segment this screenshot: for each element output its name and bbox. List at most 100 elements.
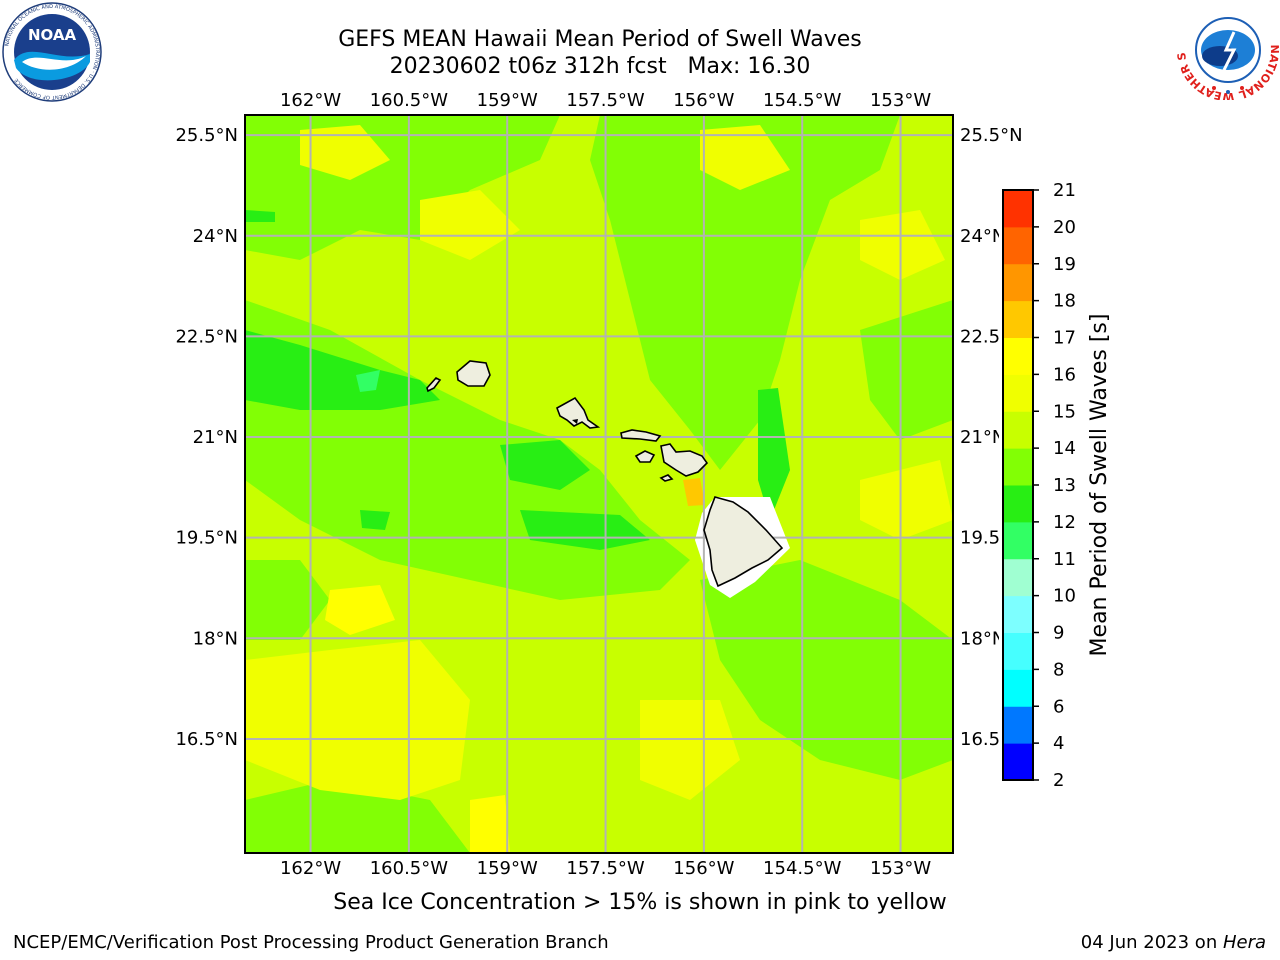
- colorbar-tick-label: 6: [1053, 696, 1064, 717]
- lon-tick-label-top: 154.5°W: [763, 90, 842, 111]
- lon-tick-label-top: 159°W: [477, 90, 538, 111]
- period-contour-13: [356, 370, 380, 392]
- map-title: GEFS MEAN Hawaii Mean Period of Swell Wa…: [338, 27, 862, 52]
- map-area: [245, 115, 953, 853]
- nws-logo: NATIONAL WEATHER SERVICE: [1176, 0, 1280, 100]
- colorbar-swatch: [1003, 411, 1033, 449]
- colorbar-swatch: [1003, 743, 1033, 781]
- lon-tick-label-bottom: 154.5°W: [763, 858, 842, 879]
- island-oahu: [556, 396, 601, 429]
- lat-tick-label-right: 24°N: [960, 226, 1005, 247]
- lat-tick-label-left: 16.5°N: [175, 729, 238, 750]
- period-contour-4: [860, 300, 953, 440]
- lon-tick-label-top: 162°W: [280, 90, 341, 111]
- lat-tick-label-right: 21°N: [960, 427, 1005, 448]
- colorbar-tick-label: 10: [1053, 586, 1076, 607]
- lat-tick-label-left: 22.5°N: [175, 326, 238, 347]
- period-contour-10: [520, 510, 650, 550]
- period-contour-18: [860, 210, 945, 280]
- lon-tick-label-bottom: 156°W: [673, 858, 734, 879]
- colorbar-swatch: [1003, 706, 1033, 744]
- colorbar-tick-label: 14: [1053, 438, 1076, 459]
- colorbar-tick-label: 21: [1053, 180, 1076, 201]
- noaa-logo: NATIONAL OCEANIC AND ATMOSPHERIC ADMINIS…: [2, 2, 102, 102]
- colorbar-tick-label: 4: [1053, 733, 1064, 754]
- period-contour-8: [245, 330, 440, 410]
- island-marker: [572, 419, 578, 424]
- colorbar-swatch: [1003, 374, 1033, 412]
- sea-ice-caption: Sea Ice Concentration > 15% is shown in …: [333, 890, 947, 915]
- period-contour-22: [325, 585, 395, 635]
- footer-host: Hera: [1222, 932, 1266, 953]
- lon-tick-label-top: 156°W: [673, 90, 734, 111]
- lon-tick-label-top: 157.5°W: [566, 90, 645, 111]
- period-contour-20: [245, 640, 470, 800]
- island-kauai: [456, 360, 491, 387]
- lat-tick-label-right: 25.5°N: [960, 125, 1023, 146]
- period-contour-11: [758, 388, 790, 520]
- colorbar-swatch: [1003, 485, 1033, 523]
- colorbar-swatch: [1003, 448, 1033, 486]
- colorbar-swatch: [1003, 226, 1033, 265]
- colorbar: 2 4 6 8 9 10 11 12 13 14 15 16 17 18 19 20 21 Mean Period…: [999, 180, 1112, 791]
- period-contour-21: [640, 700, 740, 800]
- colorbar-swatch: [1003, 337, 1033, 375]
- lat-tick-label-right: 18°N: [960, 628, 1005, 649]
- lon-tick-label-top: 153°W: [870, 90, 931, 111]
- footer-date: 04 Jun 2023 on Hera: [1081, 932, 1266, 953]
- period-contour-12: [360, 510, 390, 530]
- period-contour-14: [245, 210, 275, 222]
- period-contour-23: [470, 795, 510, 853]
- island-kahoolawe: [659, 474, 674, 482]
- lat-tick-label-left: 24°N: [193, 226, 238, 247]
- period-contour-17: [420, 190, 520, 260]
- lon-tick-label-bottom: 162°W: [280, 858, 341, 879]
- colorbar-tick-label: 16: [1053, 364, 1076, 385]
- colorbar-tick-label: 20: [1053, 217, 1076, 238]
- colorbar-tick-label: 19: [1053, 254, 1076, 275]
- lon-tick-label-bottom: 159°W: [477, 858, 538, 879]
- colorbar-tick-label: 13: [1053, 475, 1076, 496]
- colorbar-tick-label: 2: [1053, 770, 1064, 791]
- island-maui: [660, 443, 709, 477]
- colorbar-swatch: [1003, 263, 1033, 302]
- colorbar-label: Mean Period of Swell Waves [s]: [1087, 314, 1112, 657]
- period-contour-19: [860, 460, 953, 540]
- period-contour-15: [300, 125, 390, 180]
- colorbar-tick-label: 12: [1053, 512, 1076, 533]
- island-niihau: [426, 377, 442, 393]
- colorbar-tick-label: 17: [1053, 328, 1076, 349]
- period-contour-24: [683, 478, 705, 506]
- period-contour-16: [700, 125, 790, 190]
- island-lanai: [634, 450, 656, 463]
- map-frame: [244, 114, 954, 854]
- period-contour-7: [245, 780, 470, 853]
- period-contour-9: [500, 440, 590, 490]
- lon-tick-label-top: 160.5°W: [370, 90, 449, 111]
- colorbar-swatch: [1003, 595, 1033, 633]
- colorbar-tick-label: 11: [1053, 549, 1076, 570]
- colorbar-swatch: [1003, 632, 1033, 670]
- colorbar-tick-label: 18: [1053, 291, 1076, 312]
- period-contour-6: [700, 560, 953, 780]
- colorbar-tick-label: 15: [1053, 401, 1076, 422]
- colorbar-swatch: [1003, 669, 1033, 707]
- map-subtitle: 20230602 t06z 312h fcst Max: 16.30: [389, 54, 811, 79]
- lat-tick-label-left: 19.5°N: [175, 528, 238, 549]
- lon-tick-label-bottom: 153°W: [870, 858, 931, 879]
- footer-credit: NCEP/EMC/Verification Post Processing Pr…: [13, 932, 609, 953]
- period-contour-5: [245, 560, 330, 640]
- colorbar-swatch: [1003, 558, 1033, 597]
- lat-tick-label-left: 25.5°N: [175, 125, 238, 146]
- lat-tick-label-left: 18°N: [193, 628, 238, 649]
- island-hawaii: [703, 496, 784, 588]
- colorbar-tick-label: 8: [1053, 659, 1064, 680]
- colorbar-swatch: [1003, 190, 1033, 228]
- lon-tick-label-bottom: 160.5°W: [370, 858, 449, 879]
- island-molokai: [620, 429, 662, 442]
- footer-date-text: 04 Jun 2023 on: [1080, 932, 1223, 953]
- lon-tick-label-bottom: 157.5°W: [566, 858, 645, 879]
- colorbar-tick-label: 9: [1053, 623, 1064, 644]
- period-contour-2: [590, 115, 900, 470]
